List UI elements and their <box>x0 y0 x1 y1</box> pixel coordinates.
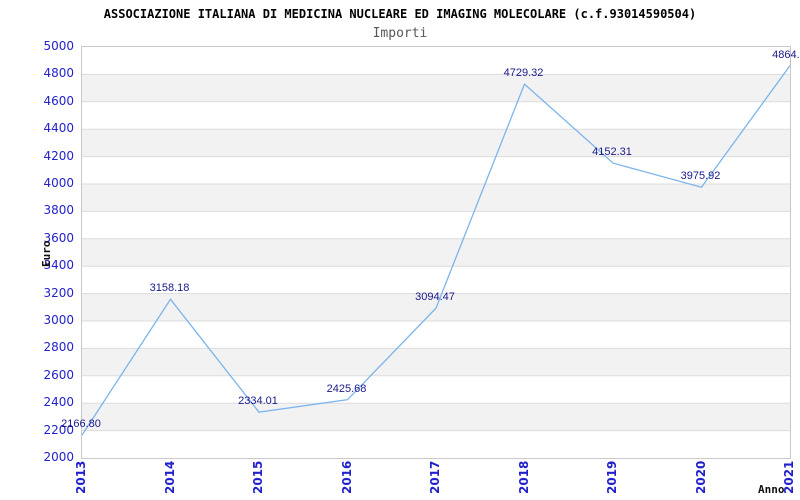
x-tick-label: 2019 <box>605 460 619 494</box>
chart-subtitle: Importi <box>372 26 428 41</box>
y-tick-label: 3400 <box>43 258 74 273</box>
y-tick-label: 2800 <box>43 340 74 355</box>
y-tick-label: 2200 <box>43 422 74 437</box>
x-tick-label: 2014 <box>162 460 177 494</box>
y-tick-label: 4000 <box>43 176 74 190</box>
data-point-label: 3094.47 <box>415 291 455 304</box>
x-tick-label: 2013 <box>74 460 88 494</box>
data-point-label: 2166.80 <box>61 418 101 431</box>
background-band <box>82 375 790 404</box>
x-tick-label: 2015 <box>251 460 265 494</box>
background-band <box>82 348 790 376</box>
background-band <box>82 129 790 157</box>
background-band <box>82 403 790 431</box>
background-band <box>82 47 790 75</box>
y-axis-title: Euro <box>40 240 53 268</box>
x-tick-label: 2016 <box>339 460 354 494</box>
data-point-label: 3158.18 <box>149 282 190 295</box>
x-axis-title: Anno <box>758 483 785 496</box>
data-point-label: 2425.68 <box>326 382 367 395</box>
background-band <box>82 101 790 130</box>
plot-area <box>81 46 791 459</box>
x-tick-label: 2018 <box>516 460 531 494</box>
y-tick-label: 4600 <box>43 93 74 108</box>
data-point-label: 4864.1 <box>772 48 800 61</box>
chart-title: ASSOCIAZIONE ITALIANA DI MEDICINA NUCLEA… <box>103 7 697 21</box>
y-tick-label: 2000 <box>43 450 74 464</box>
y-tick-label: 4200 <box>43 148 74 163</box>
data-point-label: 4152.31 <box>592 146 632 159</box>
line-chart <box>82 47 790 458</box>
background-band <box>82 430 790 458</box>
y-tick-label: 3800 <box>43 203 74 218</box>
background-band <box>82 184 790 212</box>
y-tick-label: 3200 <box>43 285 74 300</box>
x-tick-label: 2020 <box>693 460 708 494</box>
y-tick-label: 3000 <box>43 313 74 327</box>
y-tick-label: 2400 <box>43 395 74 410</box>
data-line <box>82 65 790 436</box>
y-tick-label: 4800 <box>43 66 74 81</box>
background-band <box>82 266 790 294</box>
background-band <box>82 321 790 349</box>
x-tick-label: 2017 <box>428 460 442 494</box>
background-band <box>82 238 790 267</box>
y-tick-label: 2600 <box>43 367 74 382</box>
background-band <box>82 211 790 239</box>
data-point-label: 3975.92 <box>680 170 721 183</box>
y-tick-label: 5000 <box>43 39 74 53</box>
data-point-label: 4729.32 <box>503 67 544 80</box>
background-band <box>82 74 790 102</box>
data-point-label: 2334.01 <box>238 395 278 408</box>
y-tick-label: 3600 <box>43 230 74 245</box>
y-tick-label: 4400 <box>43 121 74 136</box>
